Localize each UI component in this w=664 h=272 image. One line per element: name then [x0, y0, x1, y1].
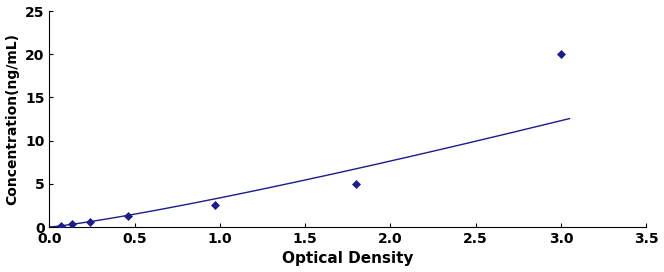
Y-axis label: Concentration(ng/mL): Concentration(ng/mL) — [5, 33, 19, 205]
X-axis label: Optical Density: Optical Density — [282, 251, 414, 267]
